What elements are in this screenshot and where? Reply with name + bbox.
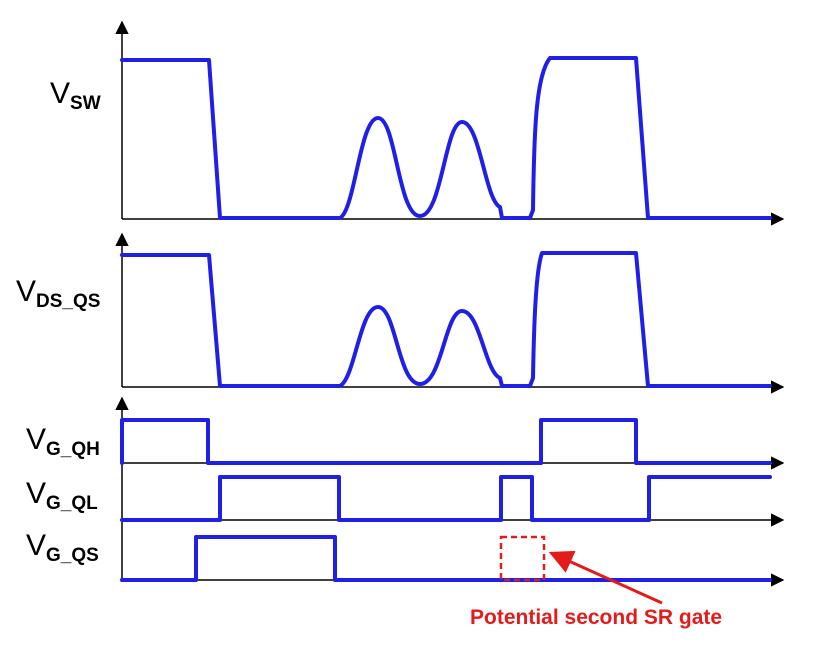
annotation-text: Potential second SR gate [470, 606, 722, 629]
vg-qh-waveform [120, 418, 772, 465]
label-vg-qs: VG_QS [26, 529, 99, 566]
vg-qs-waveform [120, 535, 772, 582]
waveforms [120, 56, 772, 582]
label-vsw: VSW [50, 77, 101, 114]
annotation: Potential second SR gate [470, 535, 722, 629]
label-vg-ql: VG_QL [26, 477, 98, 514]
label-vg-qh: VG_QH [26, 423, 100, 460]
label-vds-qs: VDS_QS [16, 275, 100, 312]
annotation-arrow [548, 550, 663, 605]
signal-labels: VSW VDS_QS VG_QH VG_QL VG_QS [16, 77, 101, 566]
potential-gate-dashed-box [499, 535, 546, 582]
vds-qs-waveform [120, 251, 772, 388]
vsw-waveform [120, 56, 772, 220]
vg-ql-waveform [120, 475, 772, 522]
